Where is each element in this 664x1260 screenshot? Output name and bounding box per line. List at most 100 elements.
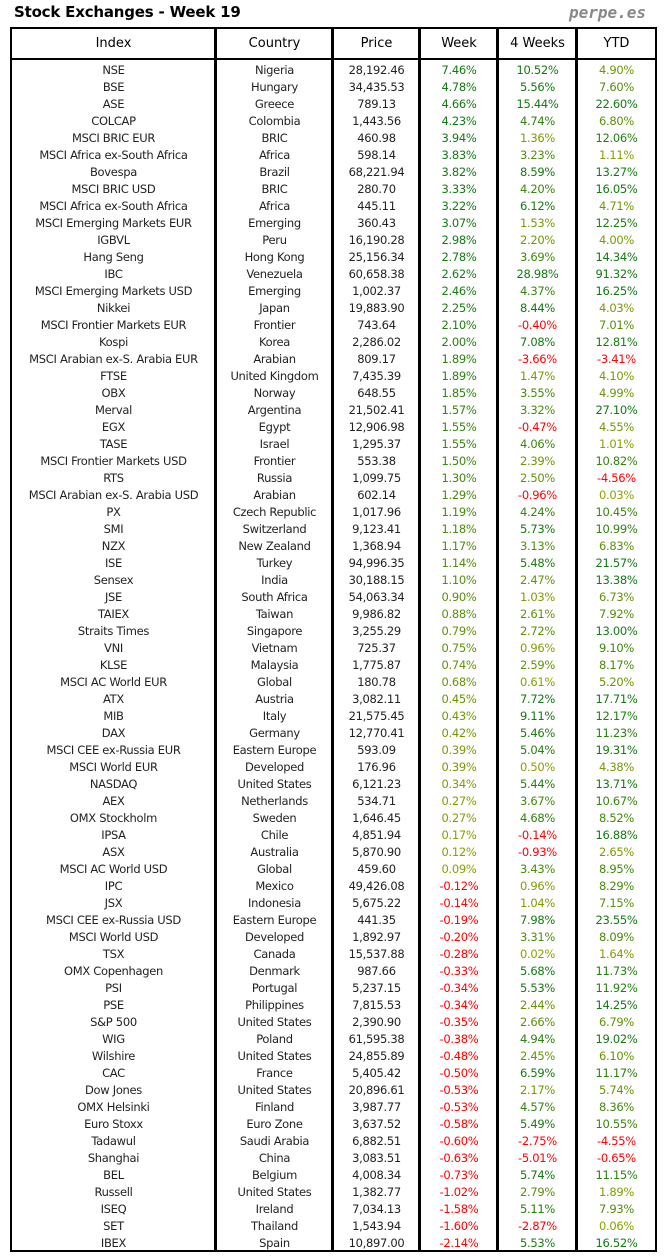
cell-index: VNI xyxy=(104,641,123,655)
cell-ytd: 17.71% xyxy=(576,691,655,708)
cell-index: MSCI Frontier Markets USD xyxy=(40,454,187,468)
header-index[interactable]: Index xyxy=(12,29,216,60)
table-row: JSX Indonesia 5,675.22 -0.14% 1.04% 7.15% xyxy=(12,895,655,912)
cell-4-weeks: -0.14% xyxy=(497,827,577,844)
cell-ytd: 23.55% xyxy=(576,912,655,929)
table-row: EGX Egypt 12,906.98 1.55% -0.47% 4.55% xyxy=(12,419,655,436)
cell-ytd: 12.06% xyxy=(576,130,655,147)
cell-price: 1,368.94 xyxy=(332,538,420,555)
cell-country: Africa xyxy=(215,147,333,164)
cell-week: -0.14% xyxy=(419,895,498,912)
cell-4-weeks: 4.74% xyxy=(497,113,577,130)
cell-week: -0.12% xyxy=(419,878,498,895)
cell-ytd: 21.57% xyxy=(576,555,655,572)
header-week[interactable]: Week xyxy=(419,29,498,60)
cell-ytd: 6.80% xyxy=(576,113,655,130)
cell-ytd: 12.17% xyxy=(576,708,655,725)
cell-price: 1,646.45 xyxy=(332,810,420,827)
cell-4-weeks: 2.59% xyxy=(497,657,577,674)
cell-index: CAC xyxy=(102,1066,125,1080)
cell-index: MSCI BRIC EUR xyxy=(71,131,156,145)
cell-4-weeks: 3.32% xyxy=(497,402,577,419)
cell-country: Hungary xyxy=(215,79,333,96)
cell-week: 1.19% xyxy=(419,504,498,521)
cell-country: New Zealand xyxy=(215,538,333,555)
cell-price: 28,192.46 xyxy=(332,59,420,79)
cell-country: Spain xyxy=(215,1235,333,1252)
cell-country: Eastern Europe xyxy=(215,912,333,929)
cell-country: Korea xyxy=(215,334,333,351)
cell-ytd: 5.74% xyxy=(576,1082,655,1099)
cell-ytd: -4.56% xyxy=(576,470,655,487)
cell-index: PX xyxy=(106,505,121,519)
cell-price: 25,156.34 xyxy=(332,249,420,266)
cell-4-weeks: 5.68% xyxy=(497,963,577,980)
cell-ytd: 12.25% xyxy=(576,215,655,232)
cell-week: 0.17% xyxy=(419,827,498,844)
cell-index: Wilshire xyxy=(91,1049,136,1063)
cell-week: 3.83% xyxy=(419,147,498,164)
cell-week: -1.60% xyxy=(419,1218,498,1235)
cell-4-weeks: 8.44% xyxy=(497,300,577,317)
cell-index: OMX Stockholm xyxy=(69,811,158,825)
table-row: Nikkei Japan 19,883.90 2.25% 8.44% 4.03% xyxy=(12,300,655,317)
cell-index: ISE xyxy=(104,556,123,570)
table-row: MSCI CEE ex-Russia EUR Eastern Europe 593.… xyxy=(12,742,655,759)
cell-4-weeks: -2.87% xyxy=(497,1218,577,1235)
header-price[interactable]: Price xyxy=(332,29,420,60)
cell-price: 21,575.45 xyxy=(332,708,420,725)
cell-week: 3.07% xyxy=(419,215,498,232)
cell-country: Thailand xyxy=(215,1218,333,1235)
cell-week: -0.28% xyxy=(419,946,498,963)
cell-week: 0.90% xyxy=(419,589,498,606)
cell-country: Taiwan xyxy=(215,606,333,623)
cell-country: Venezuela xyxy=(215,266,333,283)
cell-index: JSE xyxy=(104,590,123,604)
cell-4-weeks: 5.49% xyxy=(497,1116,577,1133)
table-row: Shanghai China 3,083.51 -0.63% -5.01% -0.65% xyxy=(12,1150,655,1167)
table-row: SET Thailand 1,543.94 -1.60% -2.87% 0.06% xyxy=(12,1218,655,1235)
cell-4-weeks: 6.12% xyxy=(497,198,577,215)
cell-ytd: 10.99% xyxy=(576,521,655,538)
cell-index: Dow Jones xyxy=(84,1083,143,1097)
cell-week: 1.18% xyxy=(419,521,498,538)
cell-ytd: 19.31% xyxy=(576,742,655,759)
cell-country: Russia xyxy=(215,470,333,487)
cell-country: Turkey xyxy=(215,555,333,572)
cell-week: 2.25% xyxy=(419,300,498,317)
cell-index: EGX xyxy=(101,420,126,434)
cell-index: BSE xyxy=(102,80,125,94)
cell-country: Ireland xyxy=(215,1201,333,1218)
cell-country: Saudi Arabia xyxy=(215,1133,333,1150)
cell-index: MSCI Arabian ex-S. Arabia USD xyxy=(28,488,199,502)
cell-price: 3,082.11 xyxy=(332,691,420,708)
cell-week: 0.75% xyxy=(419,640,498,657)
cell-week: 3.22% xyxy=(419,198,498,215)
cell-price: 5,405.42 xyxy=(332,1065,420,1082)
cell-price: 445.11 xyxy=(332,198,420,215)
cell-ytd: -4.55% xyxy=(576,1133,655,1150)
table-row: IPSA Chile 4,851.94 0.17% -0.14% 16.88% xyxy=(12,827,655,844)
cell-price: 7,435.39 xyxy=(332,368,420,385)
cell-ytd: 7.93% xyxy=(576,1201,655,1218)
table-row: VNI Vietnam 725.37 0.75% 0.96% 9.10% xyxy=(12,640,655,657)
cell-price: 19,883.90 xyxy=(332,300,420,317)
cell-country: Israel xyxy=(215,436,333,453)
header-4-weeks[interactable]: 4 Weeks xyxy=(497,29,577,60)
cell-week: 2.10% xyxy=(419,317,498,334)
cell-index: BEL xyxy=(103,1168,124,1182)
table-row: IPC Mexico 49,426.08 -0.12% 0.96% 8.29% xyxy=(12,878,655,895)
header-country[interactable]: Country xyxy=(215,29,333,60)
table-row: MSCI World USD Developed 1,892.97 -0.20% 3.3… xyxy=(12,929,655,946)
cell-price: 1,002.37 xyxy=(332,283,420,300)
table-row: JSE South Africa 54,063.34 0.90% 1.03% 6.73% xyxy=(12,589,655,606)
cell-country: Peru xyxy=(215,232,333,249)
header-ytd[interactable]: YTD xyxy=(576,29,655,60)
cell-4-weeks: 7.08% xyxy=(497,334,577,351)
cell-ytd: 5.20% xyxy=(576,674,655,691)
column-divider xyxy=(331,29,333,1250)
cell-country: Australia xyxy=(215,844,333,861)
cell-4-weeks: 5.11% xyxy=(497,1201,577,1218)
cell-price: 6,121.23 xyxy=(332,776,420,793)
cell-index: Tadawul xyxy=(91,1134,136,1148)
